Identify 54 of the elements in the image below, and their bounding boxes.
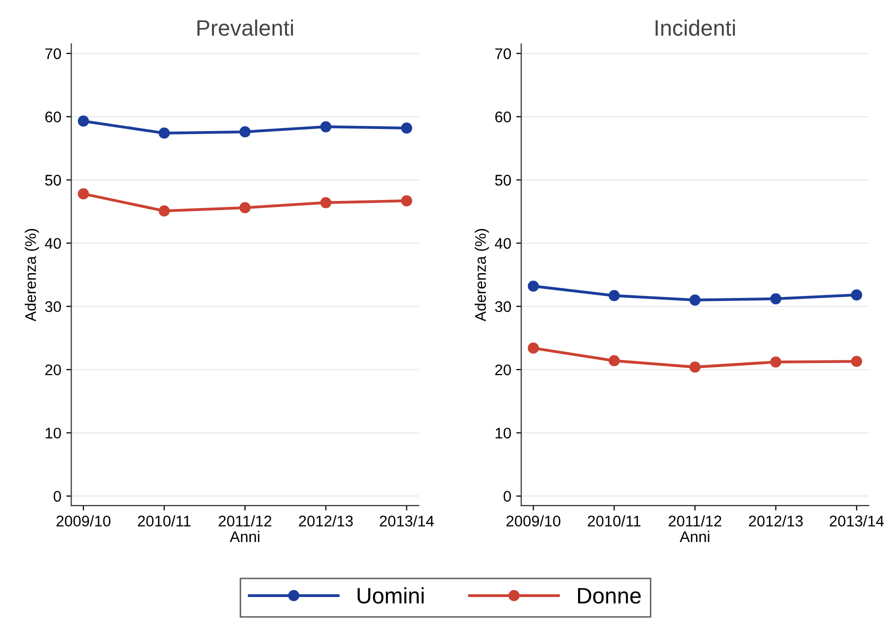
point [608,290,620,302]
point [78,116,89,127]
x-tick-label: 2010/11 [138,515,191,526]
x-tick-label: 2009/10 [506,515,560,526]
legend-label: Uomini [358,587,424,604]
x-tick-label: 2013/14 [380,515,434,526]
point [401,122,412,134]
y-tick-label: 40 [494,238,511,249]
point [770,356,782,368]
x-axis-title: Anni [230,530,260,542]
x-tick-label: 2010/11 [588,515,640,526]
y-tick-label: 30 [495,301,511,312]
point [689,294,701,306]
x-axis-title: Anni [680,530,710,542]
y-tick-label: 50 [495,174,511,186]
point [851,356,862,367]
x-tick-label: 2009/10 [56,515,110,526]
point [528,342,539,354]
y-tick-label: 20 [45,364,61,376]
point [239,126,251,138]
point [239,202,251,214]
point [608,355,620,366]
y-tick-label: 20 [495,364,511,376]
point [320,121,332,132]
x-tick-label: 2012/13 [298,515,353,526]
point [528,280,539,292]
x-tick-label: 2011/12 [668,515,722,526]
y-tick-label: 60 [45,112,61,122]
y-tick-label: 0 [504,490,511,502]
y-tick-label: 70 [495,48,511,60]
point [158,205,170,216]
point [689,362,701,373]
y-tick-label: 40 [44,238,61,249]
x-tick-label: 2012/13 [748,515,803,526]
point [158,128,170,139]
x-tick-label: 2011/12 [218,515,272,526]
point [320,197,332,208]
point [401,195,412,206]
y-tick-label: 0 [54,490,61,502]
y-tick-label: 70 [45,48,61,60]
y-tick-label: 30 [45,301,61,312]
y-tick-label: 10 [496,428,511,439]
y-tick-label: 10 [46,428,61,439]
point [770,293,782,304]
point [851,289,862,301]
y-tick-label: 50 [45,174,61,186]
chart-title: Prevalenti [197,20,293,36]
point [78,188,89,200]
x-tick-label: 2013/14 [830,515,884,526]
y-tick-label: 60 [495,112,511,122]
legend-label: Donne [578,588,641,604]
chart-title: Incidenti [656,20,735,36]
y-axis-title: Aderenza (%) [24,228,40,322]
y-axis-title: Aderenza (%) [474,228,489,322]
